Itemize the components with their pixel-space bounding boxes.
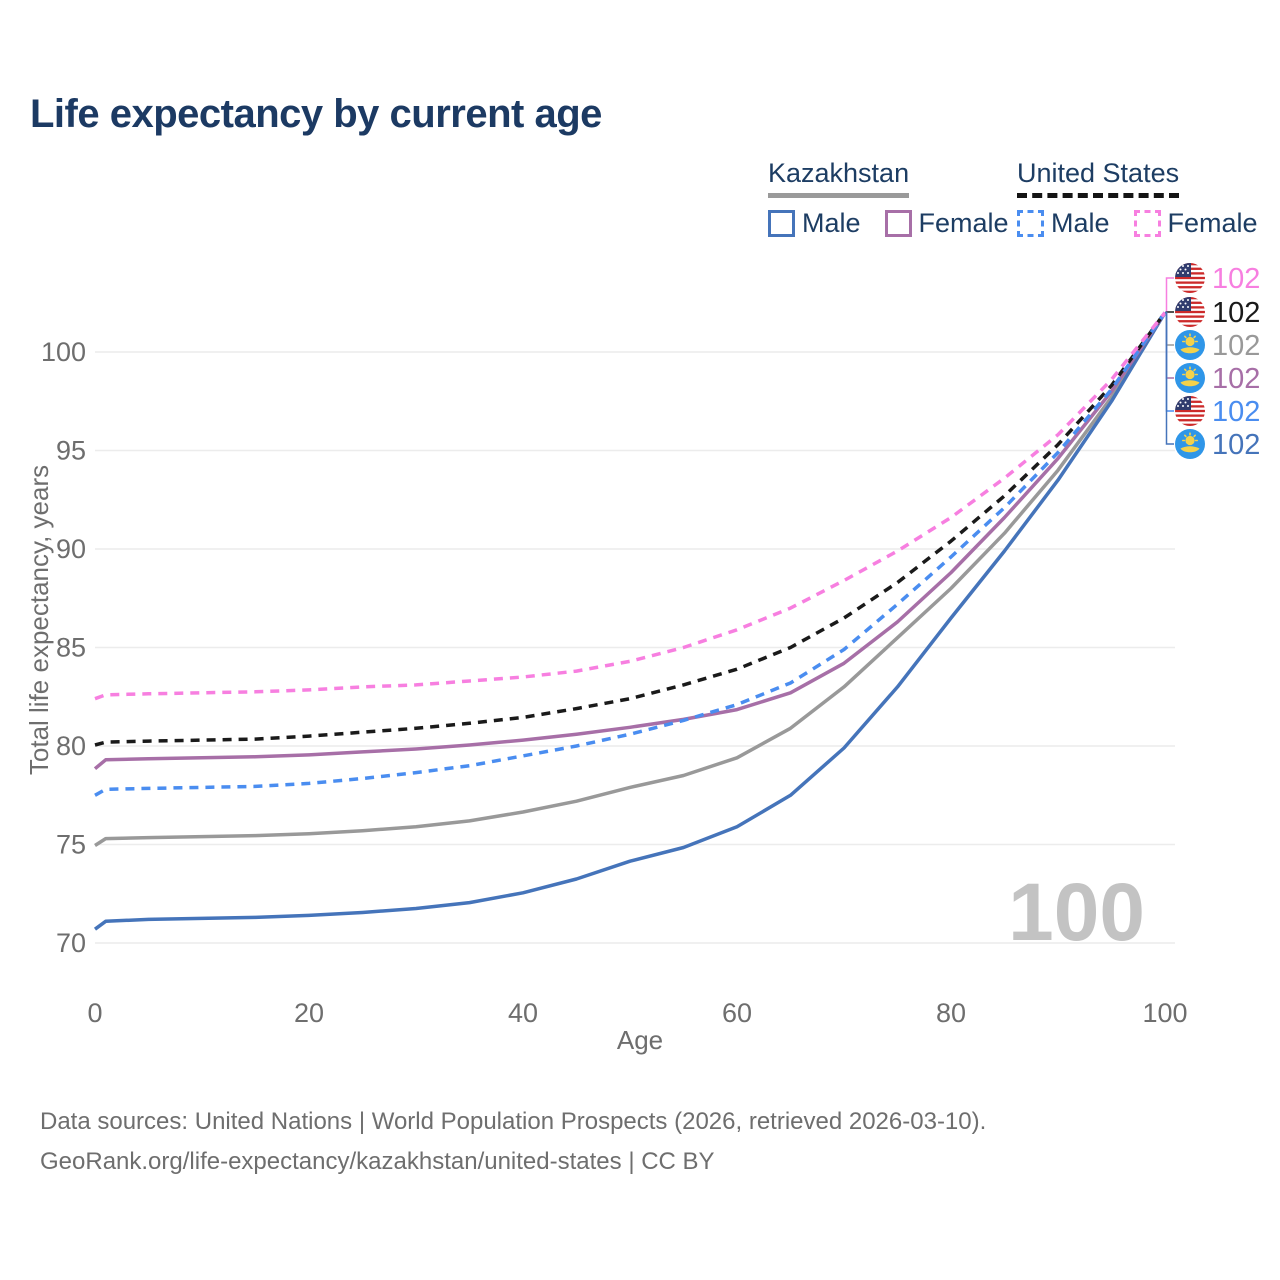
x-axis-title: Age bbox=[617, 1025, 663, 1055]
leader-line-kazakhstan-male bbox=[1165, 311, 1174, 445]
end-value-label-kazakhstan-male: 102 bbox=[1212, 429, 1260, 461]
united-states-female-swatch-icon bbox=[1133, 210, 1161, 237]
end-value-label-kazakhstan-female: 102 bbox=[1212, 363, 1260, 395]
us-flag-icon bbox=[1175, 297, 1205, 327]
line-series-united-states-total[interactable] bbox=[94, 311, 1167, 747]
x-tick-label-100: 100 bbox=[1142, 998, 1187, 1028]
series-lines bbox=[93, 311, 1167, 931]
x-tick-label-80: 80 bbox=[936, 998, 966, 1028]
line-series-united-states-male[interactable] bbox=[94, 311, 1167, 797]
us-flag-icon bbox=[1175, 396, 1205, 426]
kz-flag-icon bbox=[1174, 428, 1206, 460]
leader-line-united-states-female bbox=[1165, 277, 1174, 314]
legend-item-label: Female bbox=[918, 208, 1009, 238]
kz-flag-icon bbox=[1174, 329, 1206, 361]
x-tick-label-40: 40 bbox=[508, 998, 538, 1028]
watermark-100: 100 bbox=[1008, 867, 1145, 958]
end-value-label-united-states-total: 102 bbox=[1212, 297, 1260, 329]
data-sources-note: Data sources: United Nations | World Pop… bbox=[40, 1108, 987, 1135]
legend-item-kazakhstan-male[interactable]: Male bbox=[768, 208, 861, 239]
legend-item-label: Female bbox=[1167, 208, 1258, 238]
page-title: Life expectancy by current age bbox=[30, 92, 602, 136]
legend-header-kazakhstan[interactable]: Kazakhstan bbox=[768, 158, 910, 198]
y-tick-label-80: 80 bbox=[56, 731, 86, 761]
legend-item-label: Male bbox=[1051, 208, 1110, 238]
y-tick-label-85: 85 bbox=[56, 633, 86, 663]
legend-item-united-states-female[interactable]: Female bbox=[1133, 208, 1258, 239]
legend-group-kazakhstan: Kazakhstan Male Female bbox=[768, 158, 1009, 239]
kazakhstan-male-swatch-icon bbox=[768, 210, 795, 237]
end-value-label-kazakhstan-total: 102 bbox=[1212, 330, 1260, 362]
legend-item-united-states-male[interactable]: Male bbox=[1017, 208, 1110, 239]
x-tick-label-0: 0 bbox=[87, 998, 102, 1028]
end-value-label-united-states-male: 102 bbox=[1212, 396, 1260, 428]
kz-flag-icon bbox=[1174, 362, 1206, 394]
y-tick-label-95: 95 bbox=[56, 436, 86, 466]
attribution-link[interactable]: GeoRank.org/life-expectancy/kazakhstan/u… bbox=[40, 1148, 715, 1175]
legend-item-kazakhstan-female[interactable]: Female bbox=[884, 208, 1009, 239]
axis-labels: 70 75 80 85 90 95 100 0 20 40 60 80 100 bbox=[41, 337, 1188, 1028]
y-tick-label-70: 70 bbox=[56, 928, 86, 958]
legend-header-united-states[interactable]: United States bbox=[1017, 158, 1180, 198]
gridlines bbox=[95, 351, 1175, 944]
line-series-kazakhstan-total[interactable] bbox=[94, 311, 1167, 847]
y-tick-label-90: 90 bbox=[56, 534, 86, 564]
line-series-kazakhstan-male[interactable] bbox=[93, 311, 1167, 931]
y-axis-title: Total life expectancy, years bbox=[24, 465, 54, 775]
legend-item-label: Male bbox=[802, 208, 861, 238]
legend-group-united-states: United States Male Female bbox=[1017, 158, 1258, 239]
line-series-united-states-female[interactable] bbox=[94, 311, 1167, 701]
end-value-label-united-states-female: 102 bbox=[1212, 263, 1260, 295]
x-tick-label-60: 60 bbox=[722, 998, 752, 1028]
united-states-male-swatch-icon bbox=[1017, 210, 1044, 237]
us-flag-icon bbox=[1175, 263, 1205, 293]
y-tick-label-75: 75 bbox=[56, 830, 86, 860]
kazakhstan-female-swatch-icon bbox=[884, 210, 912, 237]
line-series-kazakhstan-female[interactable] bbox=[93, 311, 1167, 771]
x-tick-label-20: 20 bbox=[294, 998, 324, 1028]
y-tick-label-100: 100 bbox=[41, 337, 86, 367]
